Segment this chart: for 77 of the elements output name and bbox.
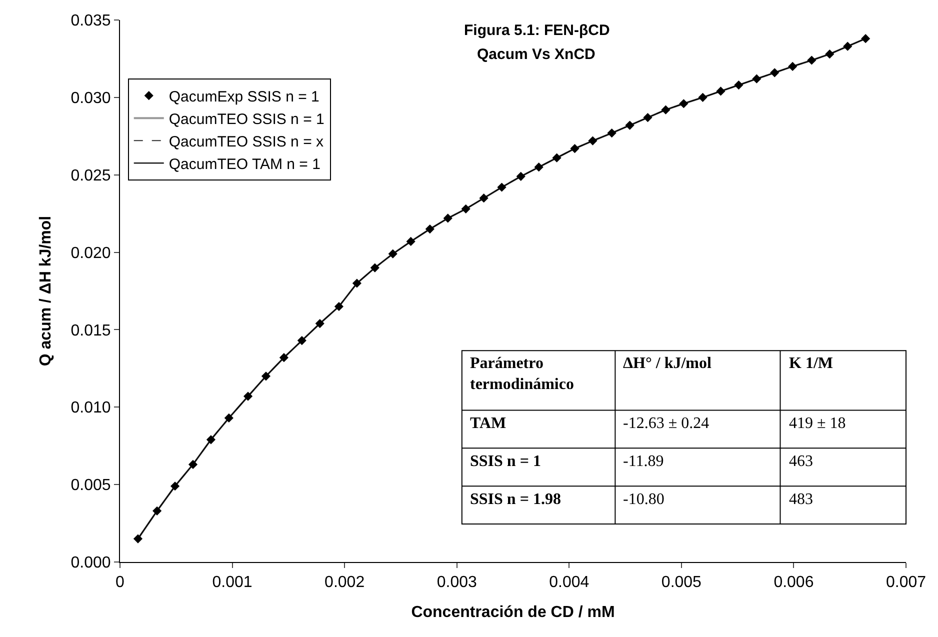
point [188,460,198,469]
point [243,392,253,401]
point [679,99,688,108]
point [461,204,470,214]
annotation: -10.80 [623,491,664,508]
legend-label: QacumTEO SSIS n = 1 [168,110,324,128]
annotation: Parámetro termodinámico [470,355,574,393]
point [352,278,362,288]
x-tick-label: 0.006 [774,574,814,592]
point [133,534,143,544]
y-tick-label: 0.010 [70,400,111,417]
point [297,336,306,346]
point [534,162,544,172]
annotation: -12.63 ± 0.24 [623,415,710,432]
x-tick-label: 0.001 [212,574,252,592]
y-tick-label: 0.020 [70,244,111,262]
x-tick-label: 0.002 [324,574,365,592]
point [334,302,344,312]
x-tick-label: 0.005 [661,574,702,592]
point [807,56,816,65]
annotation: 419 ± 18 [789,415,846,432]
y-tick-label: 0.035 [70,12,111,30]
x-tick-label: 0.004 [549,574,590,592]
annotation: 463 [789,453,813,470]
point [315,318,324,328]
legend-label: QacumTEO TAM n = 1 [168,156,320,173]
y-axis-title: Q acum / ΔH kJ/mol [38,216,55,366]
y-tick-label: 0.030 [70,90,111,108]
point [497,182,506,192]
text: Qacum Vs XnCD [477,46,596,63]
y-tick-label: 0.005 [70,477,111,494]
point [716,86,726,96]
x-tick-label: 0 [116,574,125,592]
point [406,236,416,246]
point [479,194,488,203]
x-tick-label: 0.003 [436,574,477,592]
legend-label: QacumTEO SSIS n = x [168,133,324,150]
point [261,372,271,381]
point [843,42,852,51]
point [788,62,798,72]
annotation: K 1/M [789,355,833,372]
legend-label: QacumExp SSIS n = 1 [168,88,320,106]
point [625,120,634,130]
point [607,128,616,138]
point [552,153,562,162]
x-tick-label: 0.007 [886,574,926,592]
point [861,34,870,44]
point [752,74,762,84]
x-axis-title: Concentración de CD / mM [411,604,615,621]
annotation: -11.89 [623,453,664,470]
annotation: 483 [789,491,813,508]
point [643,113,652,122]
annotation: SSIS n = 1 [470,453,541,470]
annotation: ΔH° / kJ/mol [623,355,712,372]
point [698,92,708,102]
annotation: TAM [470,415,506,432]
point [206,435,216,444]
point [570,144,580,154]
y-tick-label: 0.000 [70,554,111,572]
point [425,224,434,234]
point [825,50,834,59]
point [770,68,780,78]
point [516,172,526,181]
point [443,214,452,223]
point [370,263,380,272]
point [224,413,234,423]
point [388,249,398,258]
chart-title: Figura 5.1: FEN-βCD [464,22,610,39]
point [661,105,670,114]
point [279,353,288,362]
point [588,136,598,146]
y-tick-label: 0.015 [70,322,111,340]
annotation: SSIS n = 1.98 [470,491,561,508]
point [734,80,744,90]
y-tick-label: 0.025 [70,167,111,184]
point [170,482,180,491]
point [152,506,162,516]
